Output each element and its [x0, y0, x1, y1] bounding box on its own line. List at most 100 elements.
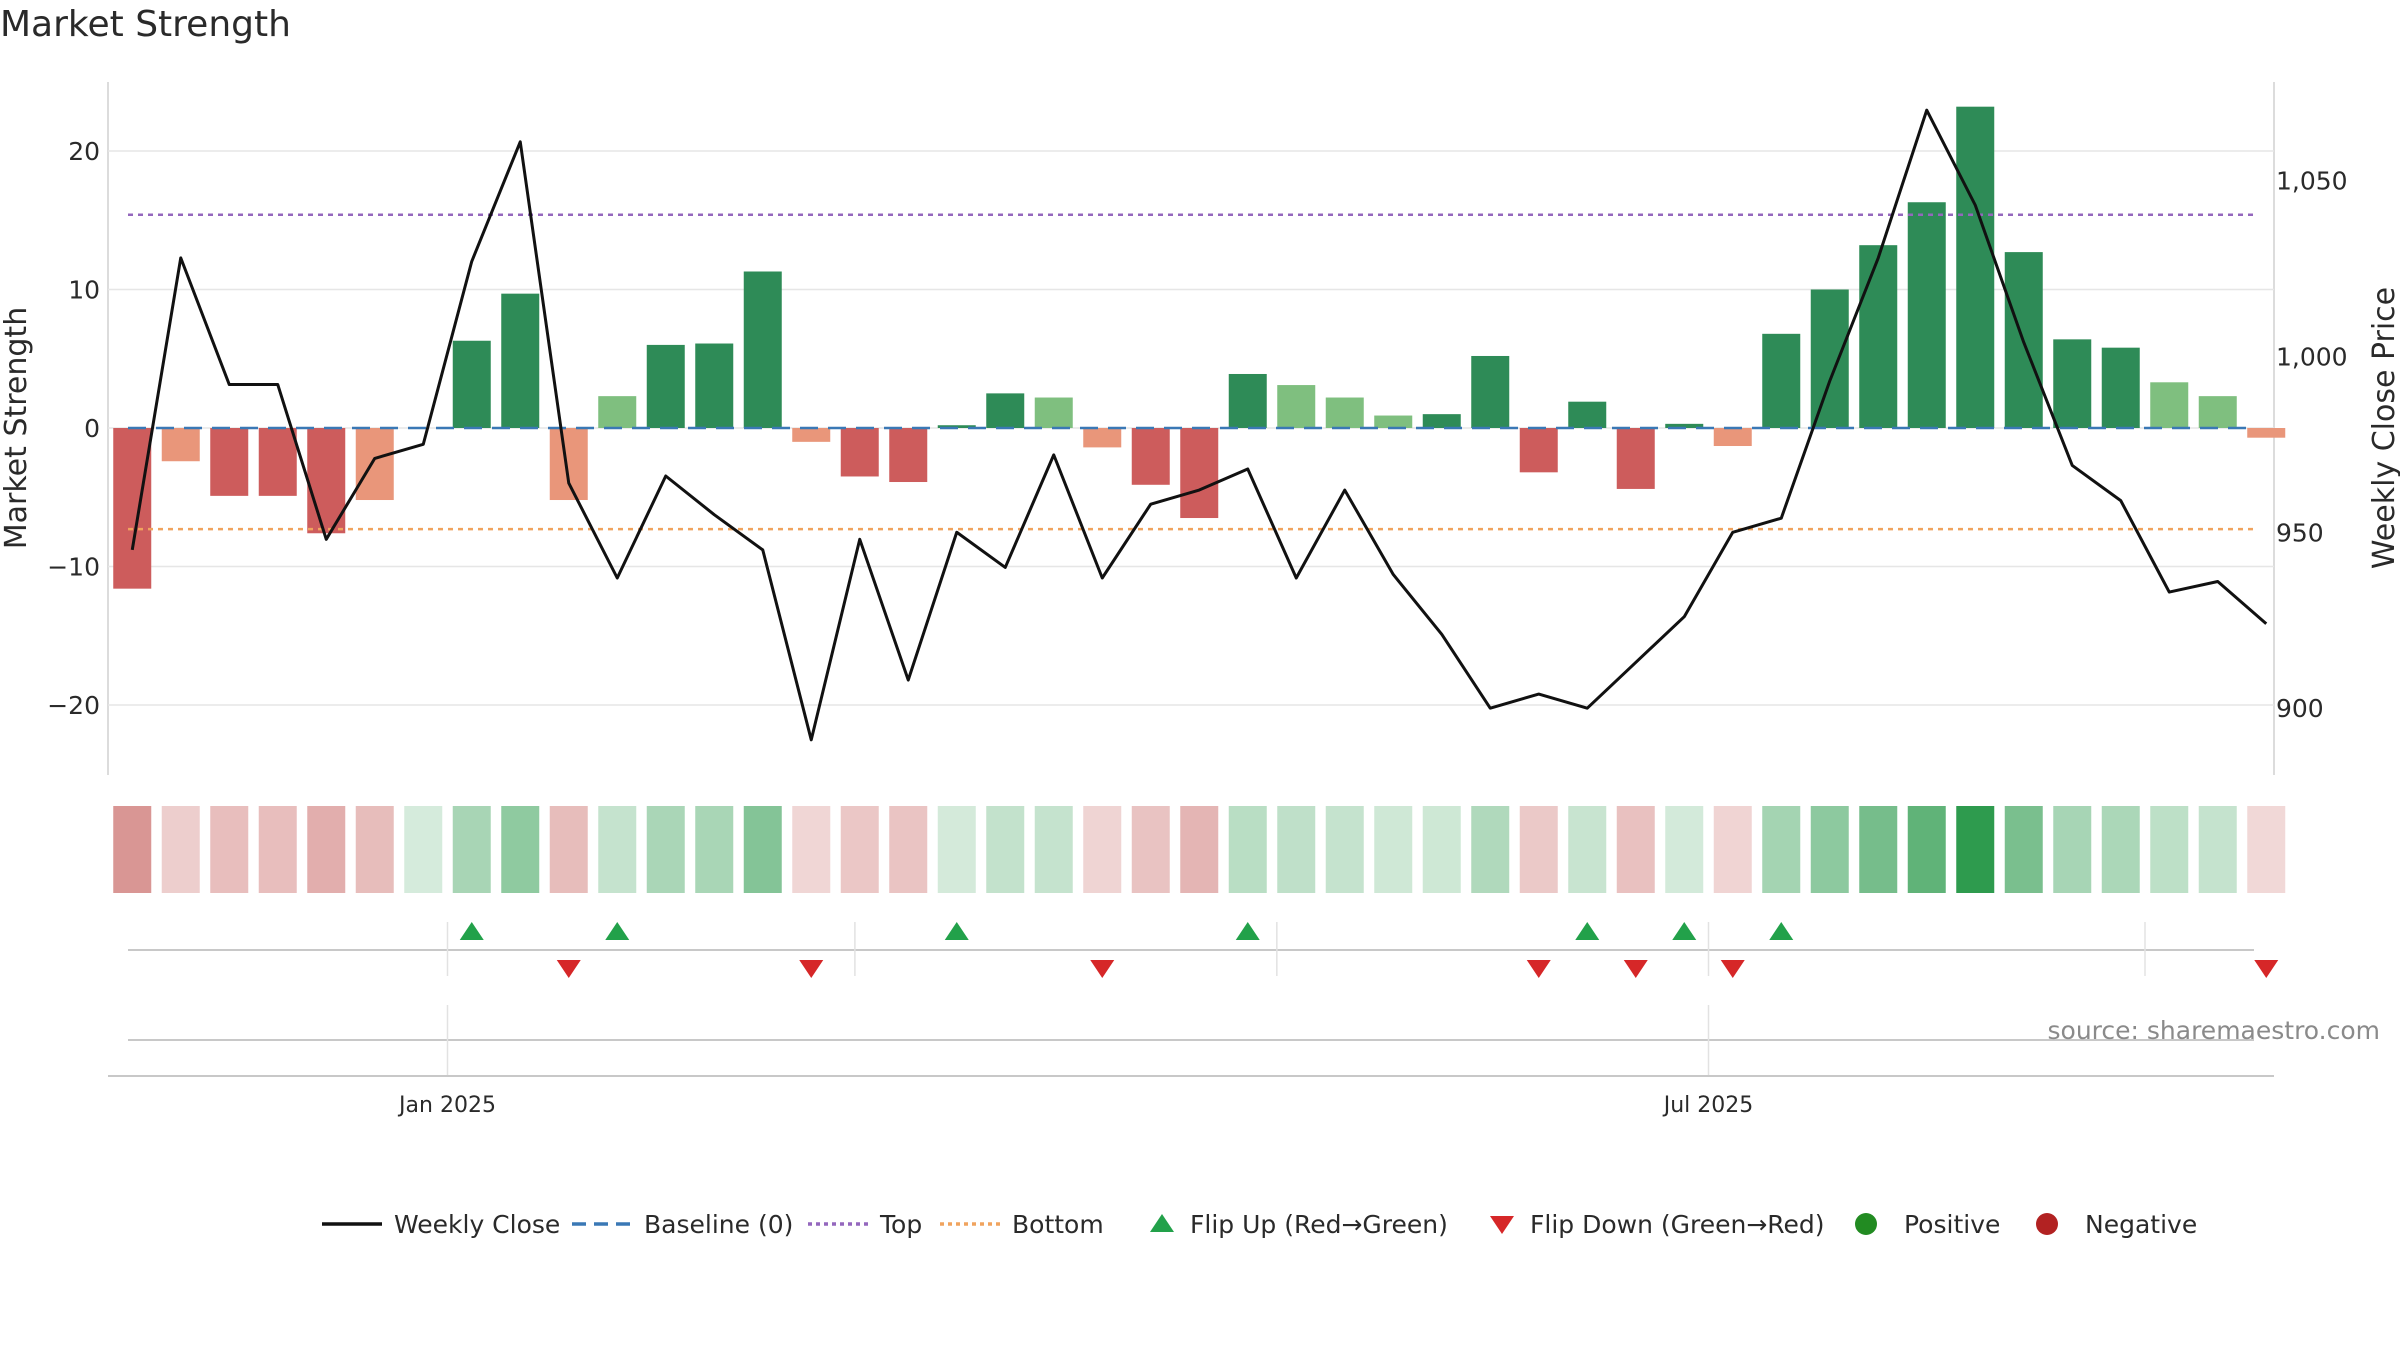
- strength-heat-cell: [113, 806, 152, 893]
- flip-up-marker: [944, 922, 969, 940]
- strength-bar: [1374, 415, 1413, 428]
- weekly-close-line: [130, 108, 2268, 742]
- flip-down-marker: [1090, 960, 1115, 978]
- strength-heat-cell: [258, 806, 297, 893]
- strength-bar: [549, 428, 588, 501]
- legend-down-swatch: [1490, 1216, 1514, 1234]
- flip-up-marker: [1769, 922, 1794, 940]
- strength-heat-cell: [792, 806, 831, 893]
- strength-bar: [1713, 428, 1752, 447]
- strength-bar: [743, 271, 782, 428]
- strength-heat-cell: [646, 806, 685, 893]
- flip-up-marker: [1575, 922, 1600, 940]
- legend-label: Baseline (0): [644, 1210, 793, 1239]
- flip-down-marker: [2254, 960, 2279, 978]
- strength-heat-cell: [840, 806, 879, 893]
- flip-down-marker: [1720, 960, 1745, 978]
- strength-bar: [2150, 382, 2189, 428]
- legend-label: Top: [879, 1210, 922, 1239]
- flip-down-marker: [556, 960, 581, 978]
- strength-bar: [1180, 428, 1219, 519]
- y2-tick-label: 950: [2276, 518, 2324, 547]
- strength-heat-cell: [161, 806, 200, 893]
- strength-bar: [937, 425, 976, 428]
- strength-heat-cell: [2053, 806, 2092, 893]
- strength-heat-cell: [2150, 806, 2189, 893]
- strength-heat-cell: [1810, 806, 1849, 893]
- strength-heat-cell: [1713, 806, 1752, 893]
- strength-bar: [646, 344, 685, 428]
- strength-bar: [1034, 397, 1073, 428]
- strength-heat-cell: [695, 806, 734, 893]
- strength-bar: [1471, 355, 1510, 428]
- strength-heat-cell: [2198, 806, 2237, 893]
- strength-bar: [258, 428, 297, 496]
- legend-label: Weekly Close: [394, 1210, 560, 1239]
- strength-bar: [598, 396, 637, 428]
- strength-bar: [1665, 423, 1704, 428]
- strength-bar: [1762, 333, 1801, 428]
- y-tick-label: 20: [68, 137, 100, 166]
- strength-heat-cell: [1471, 806, 1510, 893]
- strength-heat-cell: [452, 806, 491, 893]
- strength-heat-cell: [1859, 806, 1898, 893]
- strength-bar: [210, 428, 249, 496]
- strength-heat-cell: [598, 806, 637, 893]
- flip-up-marker: [1672, 922, 1697, 940]
- flip-up-marker: [605, 922, 630, 940]
- legend-label: Flip Up (Red→Green): [1190, 1210, 1448, 1239]
- strength-heat-cell: [1665, 806, 1704, 893]
- strength-bar: [1616, 428, 1655, 489]
- strength-bar: [1083, 428, 1122, 448]
- strength-bar: [1422, 414, 1461, 428]
- strength-heat-cell: [986, 806, 1025, 893]
- chart-title: Market Strength: [0, 4, 291, 45]
- strength-bar: [1277, 385, 1316, 428]
- strength-bar: [840, 428, 879, 477]
- legend-up-swatch: [1150, 1214, 1174, 1232]
- strength-bar: [161, 428, 200, 462]
- strength-heat-cell: [2101, 806, 2140, 893]
- strength-bar: [1810, 289, 1849, 428]
- y-tick-label: 10: [68, 276, 100, 305]
- strength-heat-cell: [1277, 806, 1316, 893]
- x-tick-label: Jul 2025: [1662, 1093, 1754, 1118]
- strength-bar: [2198, 396, 2237, 428]
- strength-bar: [1907, 202, 1946, 428]
- legend-dot-swatch: [1855, 1213, 1877, 1235]
- strength-heat-cell: [2247, 806, 2286, 893]
- strength-bar: [1131, 428, 1170, 485]
- strength-heat-cell: [889, 806, 928, 893]
- strength-heat-cell: [404, 806, 443, 893]
- strength-heat-cell: [1907, 806, 1946, 893]
- strength-heat-cell: [1325, 806, 1364, 893]
- strength-bar: [2053, 339, 2092, 428]
- strength-heat-cell: [210, 806, 249, 893]
- strength-heat-cell: [1228, 806, 1267, 893]
- legend-label: Bottom: [1012, 1210, 1104, 1239]
- legend: Weekly Close Baseline (0) Top Bottom Flip Up…: [322, 1210, 2197, 1239]
- legend-label: Flip Down (Green→Red): [1530, 1210, 1825, 1239]
- strength-heat-cell: [1374, 806, 1413, 893]
- strength-bar: [501, 293, 540, 428]
- strength-heat-cell: [1762, 806, 1801, 893]
- strength-bar: [1956, 106, 1995, 429]
- strength-heat-cell: [1083, 806, 1122, 893]
- strength-heat-cell: [549, 806, 588, 893]
- strength-heat-cell: [937, 806, 976, 893]
- legend-dot-swatch: [2036, 1213, 2058, 1235]
- y-tick-label: 0: [84, 414, 100, 443]
- y-tick-label: −10: [47, 553, 100, 582]
- flip-up-marker: [1235, 922, 1260, 940]
- strength-bar: [2101, 347, 2140, 428]
- y2-tick-label: 900: [2276, 694, 2324, 723]
- strength-heat-cell: [1519, 806, 1558, 893]
- y2-axis-label: Weekly Close Price: [2367, 287, 2400, 569]
- source-note: source: sharemaestro.com: [2048, 1016, 2381, 1045]
- strength-heat-cell: [1568, 806, 1607, 893]
- strength-bar: [2247, 428, 2286, 438]
- strength-bar: [1228, 373, 1267, 428]
- strength-bar: [986, 393, 1025, 428]
- strength-heat-cell: [307, 806, 346, 893]
